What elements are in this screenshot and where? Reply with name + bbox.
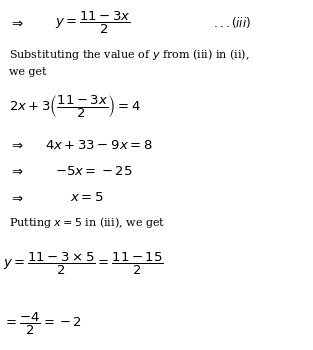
Text: Substituting the value of $y$ from (iii) in (ii),: Substituting the value of $y$ from (iii)… [9, 47, 250, 62]
Text: $= \dfrac{-4}{2} = -2$: $= \dfrac{-4}{2} = -2$ [3, 311, 82, 337]
Text: we get: we get [9, 67, 47, 77]
Text: Putting $x = 5$ in (iii), we get: Putting $x = 5$ in (iii), we get [9, 215, 166, 230]
Text: $\Rightarrow$: $\Rightarrow$ [9, 16, 24, 29]
Text: $\Rightarrow$: $\Rightarrow$ [9, 139, 24, 152]
Text: $...(iii)$: $...(iii)$ [213, 15, 251, 30]
Text: $\Rightarrow$: $\Rightarrow$ [9, 191, 24, 204]
Text: $\Rightarrow$: $\Rightarrow$ [9, 165, 24, 178]
Text: $y = \dfrac{11-3x}{2}$: $y = \dfrac{11-3x}{2}$ [55, 10, 131, 36]
Text: $y = \dfrac{11-3\times 5}{2} = \dfrac{11-15}{2}$: $y = \dfrac{11-3\times 5}{2} = \dfrac{11… [3, 251, 164, 277]
Text: $x = 5$: $x = 5$ [70, 191, 104, 204]
Text: $2x + 3\left(\dfrac{11-3x}{2}\right) = 4$: $2x + 3\left(\dfrac{11-3x}{2}\right) = 4… [9, 93, 141, 120]
Text: $4x + 33 - 9x = 8$: $4x + 33 - 9x = 8$ [45, 139, 153, 152]
Text: $-5x = -25$: $-5x = -25$ [55, 165, 132, 178]
